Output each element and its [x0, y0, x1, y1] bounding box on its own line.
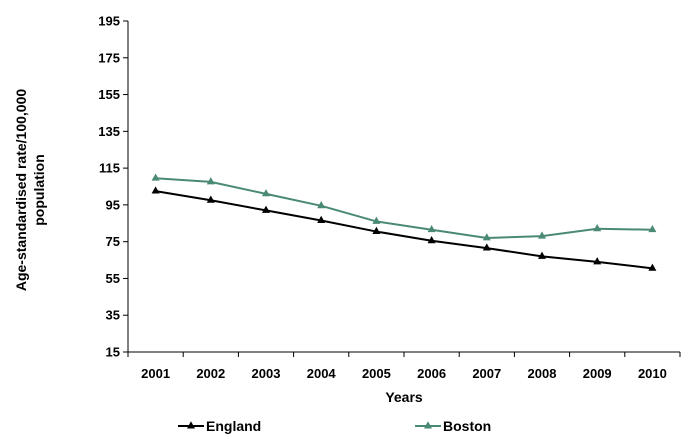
x-tick-label: 2008: [528, 366, 557, 381]
x-axis: 2001 2002 2003 2004 2005 2006 2007 2008 2009 2010: [127, 352, 681, 381]
x-tick-label: 2003: [252, 366, 281, 381]
x-tick-label: 2005: [362, 366, 391, 381]
x-tick-label: 2007: [472, 366, 501, 381]
legend-marker-england: [187, 421, 195, 429]
series-layer: [151, 173, 657, 271]
data-point-england: [317, 215, 326, 223]
x-tick-label: 2006: [417, 366, 446, 381]
legend-label-boston: Boston: [443, 418, 491, 434]
data-point-boston: [372, 216, 381, 224]
data-point-england: [151, 186, 160, 194]
data-point-england: [648, 263, 657, 271]
y-axis: 15 35 55 75 95 115 135 155 175 195: [98, 14, 128, 360]
x-tick-label: 2009: [583, 366, 612, 381]
data-point-england: [206, 195, 215, 203]
y-tick-label: 115: [99, 161, 120, 176]
data-point-boston: [538, 231, 546, 239]
x-tick-label: 2004: [307, 366, 337, 381]
x-axis-title: Years: [385, 389, 423, 405]
y-tick-label: 95: [106, 197, 120, 212]
x-tick-label: 2010: [638, 366, 667, 381]
x-tick-label: 2002: [196, 366, 225, 381]
y-axis-title-line-2: population: [31, 154, 47, 226]
y-axis-title-line-1: Age-standardised rate/100,000: [13, 89, 29, 292]
y-tick-label: 55: [106, 271, 120, 286]
y-tick-label: 155: [98, 87, 120, 102]
data-point-boston: [593, 224, 602, 232]
y-axis-title: Age-standardised rate/100,000 population: [13, 89, 47, 292]
y-tick-label: 195: [98, 14, 120, 29]
legend-marker-boston: [424, 421, 432, 429]
data-point-boston: [482, 233, 491, 241]
data-point-england: [427, 235, 436, 244]
data-point-england: [372, 226, 381, 235]
legend-label-england: England: [206, 418, 261, 434]
legend-item-england: England: [178, 418, 261, 434]
x-tick-label: 2001: [141, 366, 170, 381]
y-tick-label: 75: [106, 234, 120, 249]
data-point-boston: [648, 224, 657, 233]
data-point-england: [593, 257, 602, 265]
y-tick-label: 135: [98, 124, 120, 139]
series-england: [151, 186, 657, 271]
y-tick-label: 35: [106, 308, 120, 323]
data-point-england: [482, 243, 491, 251]
data-point-boston: [206, 177, 215, 185]
series-line-boston: [155, 177, 653, 239]
series-boston: [151, 173, 657, 241]
data-point-boston: [427, 224, 436, 233]
series-line-england: [155, 190, 653, 270]
legend-item-boston: Boston: [415, 418, 491, 434]
data-point-england: [538, 251, 546, 259]
legend: England Boston: [178, 418, 491, 434]
y-tick-label: 15: [106, 345, 120, 360]
data-point-england: [262, 205, 270, 213]
data-point-boston: [317, 201, 326, 209]
y-tick-label: 175: [98, 50, 120, 65]
data-point-boston: [151, 173, 160, 181]
data-point-boston: [262, 189, 270, 197]
